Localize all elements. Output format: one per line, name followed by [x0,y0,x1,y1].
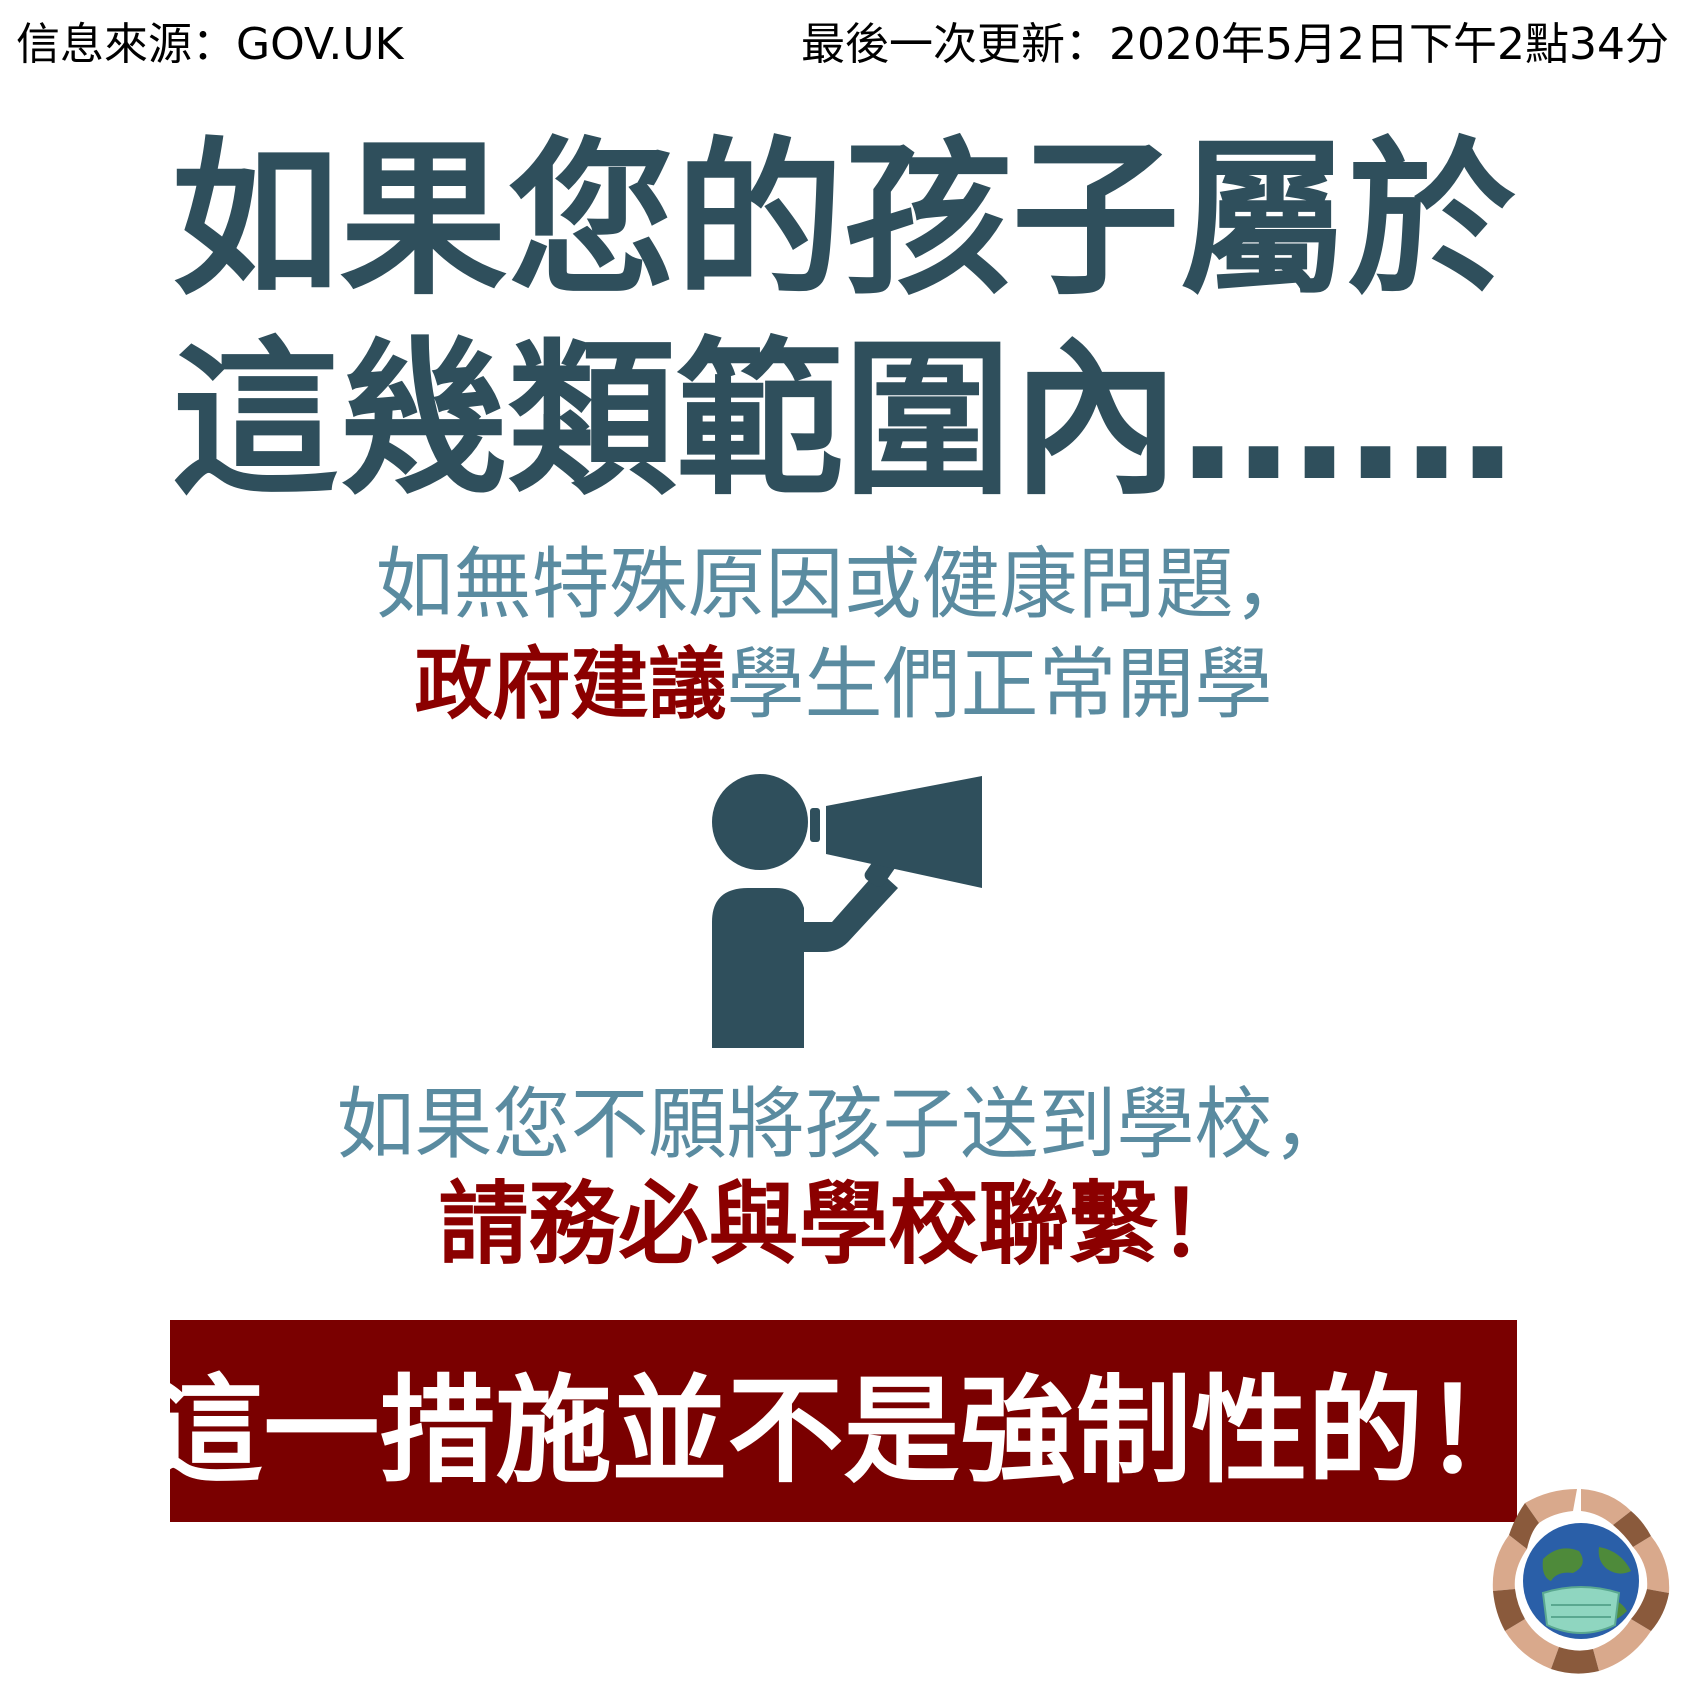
title-line-2: 這幾類範圍內…… [171,322,1516,518]
title-line-1: 如果您的孩子屬於 [171,122,1516,318]
advice-emphasis: 政府建議 [414,640,727,730]
notice-banner: 這一措施並不是強制性的！ [148,1320,1540,1522]
notice-banner-text: 這一措施並不是強制性的！ [147,1364,1540,1499]
advice-rest: 學生們正常開學 [726,640,1273,730]
contact-block: 如果您不願將孩子送到學校， 請務必與學校聯繫！ [0,1075,1687,1275]
page-title: 如果您的孩子屬於 這幾類範圍內…… [0,120,1687,520]
contact-line-2: 請務必與學校聯繫！ [438,1172,1249,1277]
advice-block: 如無特殊原因或健康問題， 政府建議學生們正常開學 [0,535,1687,735]
person-megaphone-icon [700,770,1000,1050]
top-bar: 信息來源：GOV.UK 最後一次更新：2020年5月2日下午2點34分 [0,0,1687,70]
source-label: 信息來源：GOV.UK [16,19,404,70]
globe-mask-hands-logo [1481,1481,1681,1681]
contact-line-1: 如果您不願將孩子送到學校， [336,1080,1351,1170]
advice-line-1: 如無特殊原因或健康問題， [375,540,1312,630]
last-updated-label: 最後一次更新：2020年5月2日下午2點34分 [801,19,1669,70]
advice-line-2: 政府建議學生們正常開學 [0,635,1687,735]
